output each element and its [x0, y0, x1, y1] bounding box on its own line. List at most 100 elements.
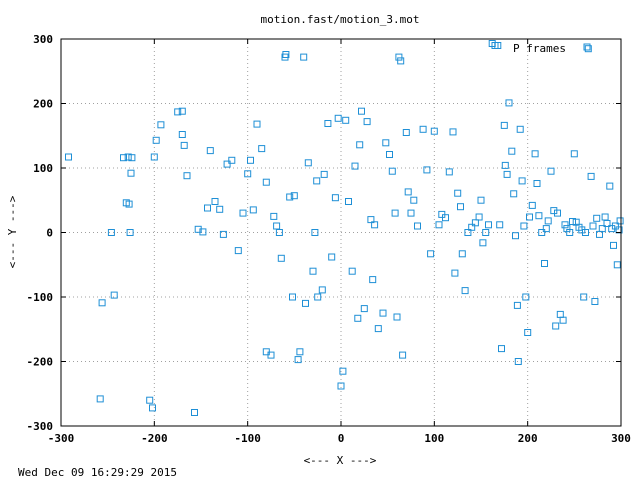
timestamp: Wed Dec 09 16:29:29 2015	[18, 466, 177, 479]
data-point	[110, 291, 118, 299]
data-point	[514, 358, 522, 365]
data-point	[126, 229, 134, 236]
data-point	[496, 221, 504, 229]
data-point	[449, 128, 457, 136]
y-tick-label: -100	[27, 291, 54, 304]
data-point	[267, 351, 275, 359]
data-point	[468, 223, 476, 231]
data-point	[610, 241, 617, 249]
data-point	[414, 222, 421, 230]
data-point	[328, 253, 336, 261]
data-point	[356, 141, 364, 149]
data-point	[345, 198, 352, 205]
data-point	[157, 121, 165, 129]
data-point	[150, 153, 158, 161]
x-axis-label: <--- X --->	[304, 454, 377, 467]
data-point	[510, 190, 518, 198]
data-point	[498, 345, 505, 353]
data-point	[348, 267, 356, 275]
data-point	[512, 232, 519, 240]
data-point	[522, 293, 530, 301]
data-point	[410, 196, 418, 204]
data-point	[374, 325, 382, 333]
plot-frame	[60, 38, 622, 427]
data-point	[613, 261, 621, 269]
data-point	[244, 170, 252, 178]
data-point	[98, 299, 106, 307]
x-tick-label: -300	[48, 432, 75, 445]
data-point	[518, 177, 526, 185]
data-point	[382, 139, 390, 147]
y-tick-label: 100	[33, 162, 53, 175]
data-point	[570, 150, 578, 158]
y-tick-label: -300	[27, 420, 54, 433]
data-point	[471, 219, 479, 227]
data-point	[479, 239, 487, 247]
x-tick-label: 300	[611, 432, 631, 445]
data-point	[360, 305, 368, 313]
data-point	[501, 161, 509, 169]
data-point	[580, 293, 588, 301]
data-point	[228, 156, 236, 164]
data-point	[547, 167, 555, 175]
data-point	[587, 172, 595, 180]
data-point	[294, 356, 302, 364]
data-point	[270, 212, 278, 220]
data-point	[128, 154, 136, 162]
data-point	[152, 136, 160, 144]
data-point	[204, 204, 211, 212]
data-point	[273, 222, 281, 230]
data-point	[124, 153, 132, 161]
data-point	[395, 53, 403, 61]
data-point	[339, 367, 347, 375]
data-point	[386, 151, 393, 158]
data-point	[216, 205, 224, 213]
data-point	[180, 141, 188, 149]
data-point	[485, 221, 492, 229]
data-point	[282, 51, 290, 58]
data-point	[211, 198, 219, 205]
y-axis-label: <--- Y --->	[6, 195, 19, 268]
data-point	[174, 108, 182, 116]
data-point	[461, 287, 469, 295]
data-point	[120, 154, 127, 162]
legend-label: P frames	[513, 42, 566, 55]
data-point	[320, 170, 328, 178]
data-point	[611, 222, 619, 230]
data-point	[582, 229, 589, 236]
y-tick-label: -200	[27, 356, 54, 369]
data-point	[516, 125, 524, 133]
data-point	[458, 250, 466, 258]
data-point	[584, 45, 592, 53]
data-point	[538, 229, 546, 236]
legend: P frames	[513, 42, 591, 55]
data-point	[397, 57, 405, 65]
data-point	[127, 169, 135, 177]
data-point	[531, 150, 539, 158]
data-point	[482, 229, 490, 236]
data-point	[304, 159, 312, 167]
data-point	[404, 188, 412, 196]
data-point	[556, 310, 564, 318]
data-point	[535, 212, 543, 220]
data-point	[258, 145, 266, 153]
data-point	[302, 299, 309, 307]
data-point	[334, 114, 342, 122]
data-point	[603, 220, 611, 227]
data-point	[533, 180, 541, 187]
data-point	[419, 125, 427, 133]
x-tick-label: 200	[518, 432, 538, 445]
data-point	[526, 213, 533, 221]
data-point	[503, 170, 511, 178]
data-point	[561, 221, 569, 229]
data-point	[199, 228, 207, 236]
x-tick-label: 0	[338, 432, 345, 445]
data-point	[601, 213, 609, 221]
data-point	[311, 229, 319, 236]
data-point	[275, 229, 283, 236]
data-point	[402, 129, 410, 136]
data-point	[223, 160, 231, 168]
data-point	[552, 322, 560, 330]
data-point	[149, 404, 156, 412]
data-point	[593, 214, 601, 222]
